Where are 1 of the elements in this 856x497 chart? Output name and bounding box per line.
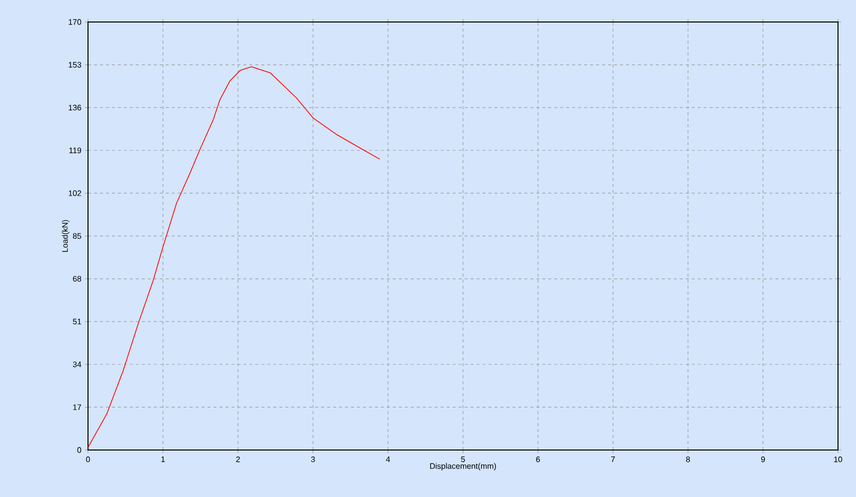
line-series: [88, 66, 380, 448]
